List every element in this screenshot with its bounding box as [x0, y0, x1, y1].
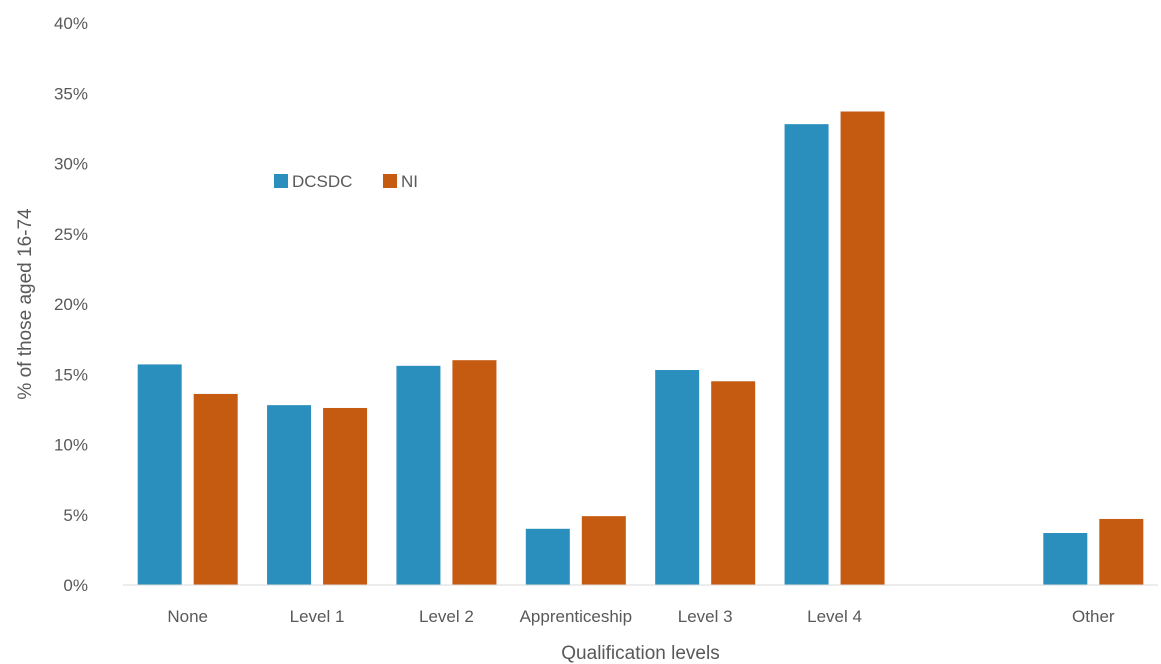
x-tick-label: Other [1072, 607, 1115, 626]
x-tick-label: Level 1 [290, 607, 345, 626]
legend: DCSDC NI [274, 172, 418, 191]
y-tick-label: 10% [54, 436, 88, 455]
legend-label-ni: NI [401, 172, 418, 191]
bar-ni-level-4 [840, 111, 885, 585]
y-tick-label: 40% [54, 14, 88, 33]
bar-ni-level-1 [323, 407, 368, 585]
legend-label-dcsdc: DCSDC [292, 172, 352, 191]
bar-ni-apprenticeship [581, 516, 626, 585]
y-tick-label: 20% [54, 295, 88, 314]
bar-dcsdc-none [137, 364, 182, 585]
x-axis-ticks: None Level 1 Level 2 Apprenticeship Level 3 L… [167, 607, 1115, 626]
bar-dcsdc-apprenticeship [525, 528, 570, 585]
legend-swatch-dcsdc [274, 174, 288, 188]
bar-dcsdc-other [1043, 533, 1088, 585]
x-tick-label: Level 4 [807, 607, 862, 626]
y-tick-label: 35% [54, 84, 88, 103]
bar-series [137, 111, 1144, 585]
y-tick-label: 0% [63, 576, 88, 595]
y-axis-ticks: 0% 5% 10% 15% 20% 25% 30% 35% 40% [54, 14, 88, 595]
y-tick-label: 25% [54, 225, 88, 244]
y-axis-title: % of those aged 16-74 [15, 208, 36, 400]
legend-swatch-ni [383, 174, 397, 188]
bar-dcsdc-level-2 [396, 365, 441, 585]
bar-ni-other [1099, 518, 1144, 585]
bar-dcsdc-level-1 [267, 405, 312, 585]
bar-ni-level-3 [711, 381, 756, 585]
bar-dcsdc-level-4 [784, 124, 829, 585]
bar-dcsdc-level-3 [655, 370, 700, 585]
x-tick-label: None [167, 607, 208, 626]
y-tick-label: 30% [54, 155, 88, 174]
bar-ni-level-2 [452, 360, 497, 585]
y-tick-label: 5% [63, 506, 88, 525]
x-tick-label: Level 3 [678, 607, 733, 626]
x-tick-label: Level 2 [419, 607, 474, 626]
bar-ni-none [193, 393, 238, 585]
x-tick-label: Apprenticeship [520, 607, 632, 626]
x-axis-title: Qualification levels [561, 643, 719, 664]
y-tick-label: 15% [54, 365, 88, 384]
